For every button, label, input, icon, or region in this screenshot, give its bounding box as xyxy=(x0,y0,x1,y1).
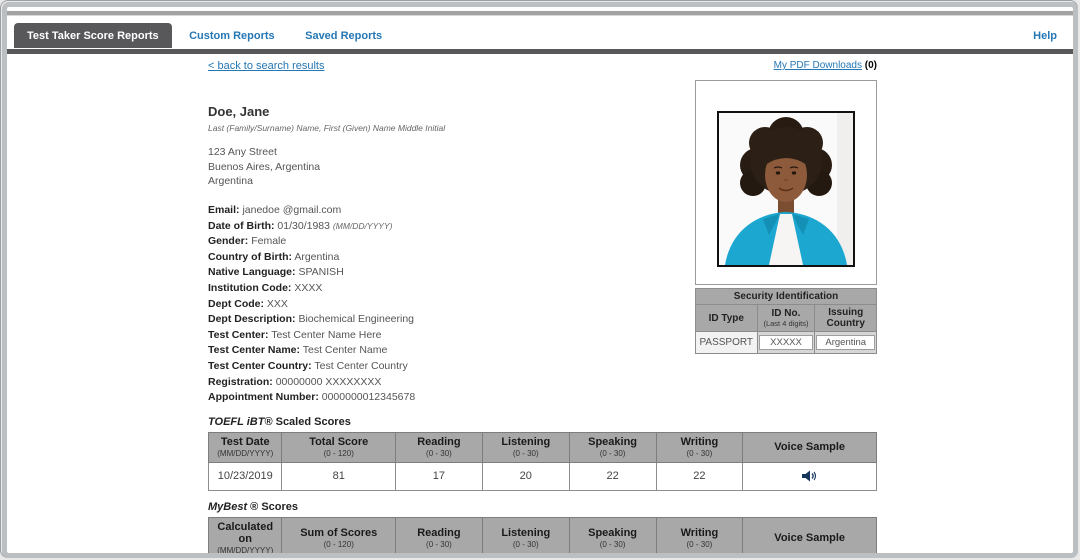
field-test-center: Test Center: Test Center Name Here xyxy=(208,328,382,341)
mybest-scores-heading: MyBest ® Scores xyxy=(208,500,299,513)
col-listening: Listening (0 - 30) xyxy=(481,431,570,463)
top-divider xyxy=(7,11,1073,16)
address-block: 123 Any Street Buenos Aires, Argentina A… xyxy=(208,145,648,189)
address-line: 123 Any Street xyxy=(208,146,277,158)
field-email: Email: janedoe @gmail.com xyxy=(208,204,342,217)
col-total-score: Total Score (0 - 120) xyxy=(281,431,397,463)
mybest-scores-header-row: Calculated on (MM/DD/YYYY) Sum of Scores(… xyxy=(207,516,877,553)
scaled-scores-header-row: Test Date (MM/DD/YYYY) Total Score (0 - 12… xyxy=(207,431,877,463)
col-reading: Reading (0 - 30) xyxy=(395,431,483,463)
field-date-of-birth: Date of Birth: 01/30/1983 (MM/DD/YYYY) xyxy=(208,219,393,232)
col-speaking: Speaking (0 - 30) xyxy=(568,431,657,463)
address-line: Argentina xyxy=(208,175,253,188)
col-writing: Writing (0 - 30) xyxy=(655,431,744,463)
test-date-value: 10/23/2019 xyxy=(207,461,283,491)
field-gender: Gender: Female xyxy=(208,235,287,248)
my-pdf-downloads-link[interactable]: My PDF Downloads xyxy=(773,60,862,71)
id-type-value: PASSPORT xyxy=(695,331,758,354)
col-calculated-on: Calculated on (MM/DD/YYYY) xyxy=(207,516,283,553)
scaled-scores-row: 10/23/2019 81 17 20 22 22 xyxy=(207,461,877,491)
writing-score-value: 22 xyxy=(655,461,744,491)
test-taker-info: Doe, Jane Last (Family/Surname) Name, Fi… xyxy=(208,78,648,406)
scaled-scores-table: Test Date (MM/DD/YYYY) Total Score (0 - 12… xyxy=(207,431,877,491)
field-appointment-number: Appointment Number: 0000000012345678 xyxy=(208,391,416,404)
security-identification-title: Security Identification xyxy=(695,288,877,305)
issuing-country-value: Argentina xyxy=(816,335,875,350)
person-name: Doe, Jane xyxy=(208,104,270,119)
total-score-value: 81 xyxy=(281,461,397,491)
help-link[interactable]: Help xyxy=(1033,30,1057,42)
col-sum-of-scores: Sum of Scores (0 - 120) xyxy=(281,516,397,553)
id-no-value: XXXXX xyxy=(758,335,814,350)
col-writing: Writing (0 - 30) xyxy=(655,516,744,553)
reading-score-value: 17 xyxy=(395,461,483,491)
photo-panel xyxy=(695,80,877,285)
field-dept-description: Dept Description: Biochemical Engineerin… xyxy=(208,313,415,326)
col-speaking: Speaking (0 - 30) xyxy=(568,516,657,553)
field-native-language: Native Language: SPANISH xyxy=(208,266,344,279)
tab-custom-reports[interactable]: Custom Reports xyxy=(189,30,275,42)
speaker-icon[interactable] xyxy=(802,470,817,482)
col-listening: Listening (0 - 30) xyxy=(481,516,570,553)
listening-score-value: 20 xyxy=(481,461,570,491)
back-to-search-link[interactable]: < back to search results xyxy=(208,60,325,72)
field-test-center-name: Test Center Name: Test Center Name xyxy=(208,344,388,357)
field-dept-code: Dept Code: XXX xyxy=(208,297,288,310)
field-registration: Registration: 00000000 XXXXXXXX xyxy=(208,375,382,388)
face-features xyxy=(773,166,799,192)
content-header: < back to search results My PDF Download… xyxy=(208,60,877,78)
id-no-cell: XXXXX xyxy=(756,331,816,354)
scaled-scores-heading: TOEFL iBT® Scaled Scores xyxy=(208,415,351,428)
address-line: Buenos Aires, Argentina xyxy=(208,160,321,173)
col-voice-sample: Voice Sample xyxy=(742,431,877,463)
col-test-date: Test Date (MM/DD/YYYY) xyxy=(207,431,283,463)
pdf-downloads-count: (0) xyxy=(864,60,877,71)
col-id-type: ID Type xyxy=(695,304,758,332)
person-fields: Email: janedoe @gmail.com Date of Birth:… xyxy=(208,203,648,406)
col-id-no: ID No. (Last 4 digits) xyxy=(756,304,816,332)
tab-bar: Test Taker Score Reports Custom Reports … xyxy=(7,23,1073,49)
col-reading: Reading (0 - 30) xyxy=(395,516,483,553)
tab-bar-underline xyxy=(7,49,1073,54)
security-identification-table: Security Identification ID Type ID No. (L… xyxy=(695,288,877,354)
tab-saved-reports[interactable]: Saved Reports xyxy=(305,30,383,42)
test-taker-photo xyxy=(717,111,855,267)
pdf-downloads: My PDF Downloads (0) xyxy=(774,60,877,71)
issuing-country-cell: Argentina xyxy=(814,331,877,354)
portrait-illustration xyxy=(719,113,853,265)
name-format-note: Last (Family/Surname) Name, First (Given… xyxy=(208,123,446,133)
voice-sample-cell xyxy=(742,461,877,491)
col-issuing-country: Issuing Country xyxy=(814,304,877,332)
speaking-score-value: 22 xyxy=(568,461,657,491)
field-test-center-country: Test Center Country: Test Center Country xyxy=(208,360,408,372)
tab-test-taker-score-reports[interactable]: Test Taker Score Reports xyxy=(14,23,172,48)
field-country-of-birth: Country of Birth: Argentina xyxy=(208,250,340,263)
field-institution-code: Institution Code: XXXX xyxy=(208,282,323,295)
col-voice-sample: Voice Sample xyxy=(742,516,877,553)
mybest-scores-table: Calculated on (MM/DD/YYYY) Sum of Scores(… xyxy=(207,516,877,553)
identification-panel: Security Identification ID Type ID No. (L… xyxy=(695,78,877,354)
